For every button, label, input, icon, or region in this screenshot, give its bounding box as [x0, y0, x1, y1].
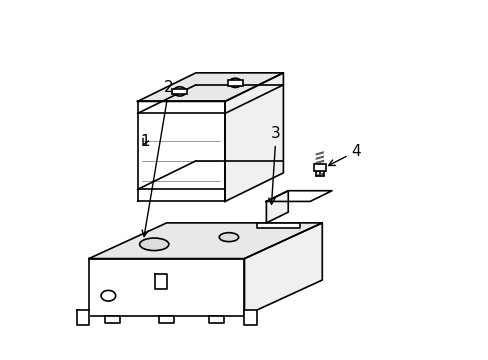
Polygon shape [209, 316, 224, 323]
Polygon shape [266, 191, 331, 202]
Polygon shape [89, 258, 244, 316]
Polygon shape [224, 73, 283, 202]
Polygon shape [137, 73, 283, 102]
Polygon shape [154, 274, 166, 289]
Polygon shape [137, 102, 224, 202]
Polygon shape [244, 223, 322, 316]
Ellipse shape [140, 238, 168, 251]
Bar [227, 80, 243, 86]
Polygon shape [266, 191, 287, 223]
Polygon shape [244, 310, 256, 325]
Polygon shape [159, 316, 174, 323]
Text: 3: 3 [268, 126, 281, 204]
Bar [313, 164, 325, 171]
Polygon shape [77, 310, 89, 325]
Text: 4: 4 [328, 144, 360, 166]
Polygon shape [105, 316, 119, 323]
Ellipse shape [219, 233, 238, 242]
Polygon shape [256, 223, 300, 228]
Bar [172, 89, 187, 94]
Text: 1: 1 [140, 134, 149, 149]
Circle shape [101, 291, 116, 301]
Text: 2: 2 [142, 81, 174, 237]
Polygon shape [89, 223, 322, 258]
